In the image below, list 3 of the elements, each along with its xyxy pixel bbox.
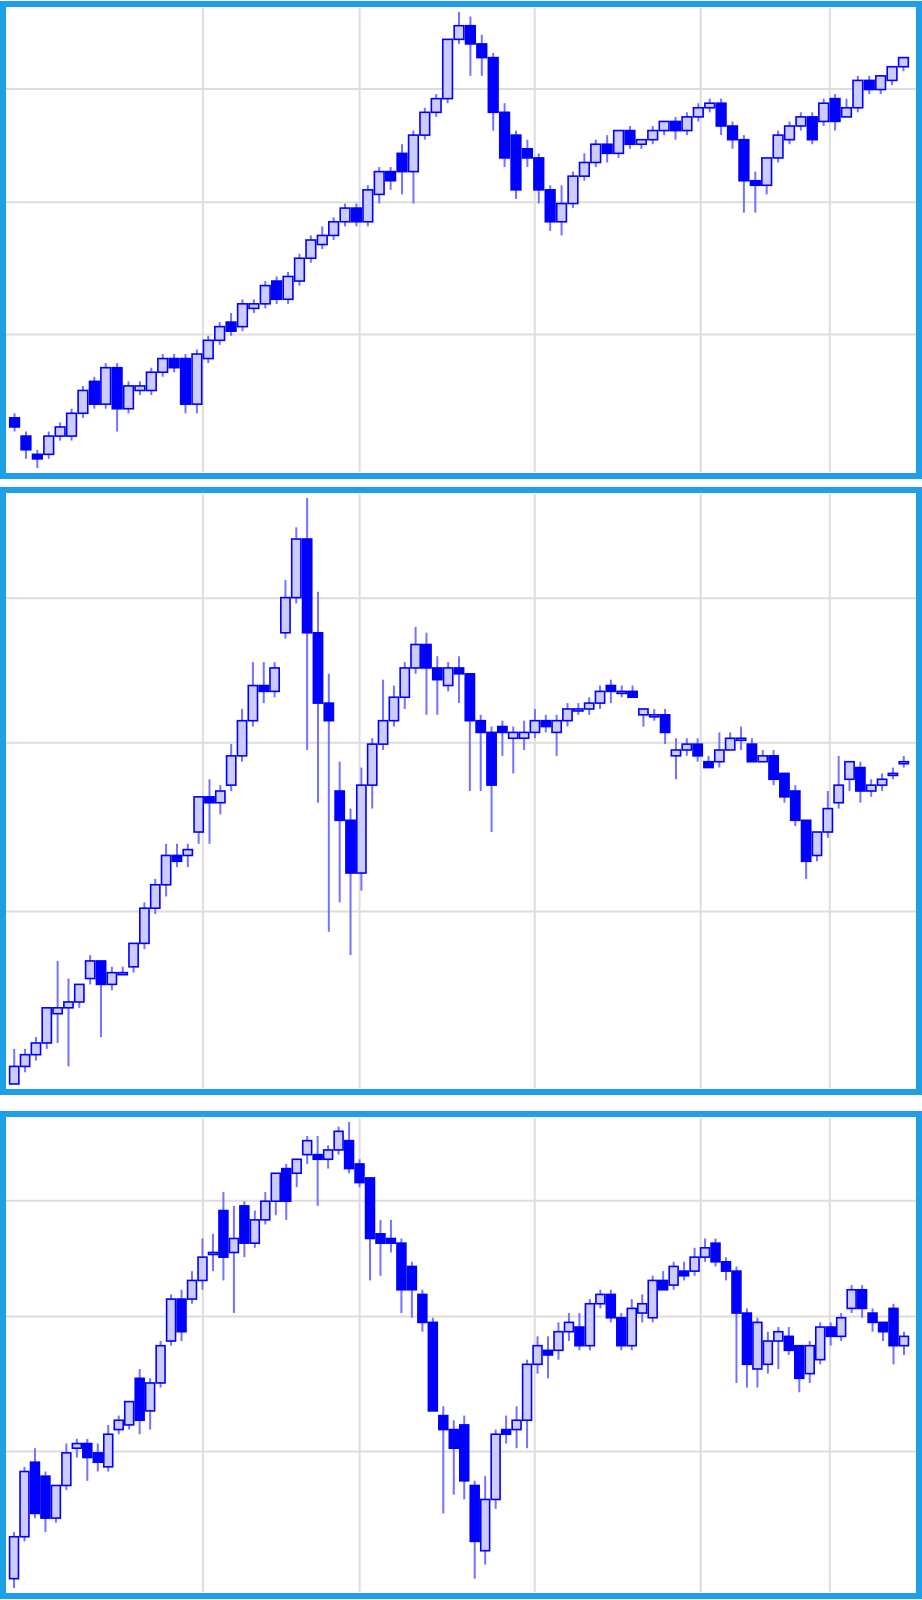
candlestick bbox=[833, 754, 845, 810]
candlestick bbox=[20, 430, 32, 460]
candlestick bbox=[8, 412, 21, 433]
